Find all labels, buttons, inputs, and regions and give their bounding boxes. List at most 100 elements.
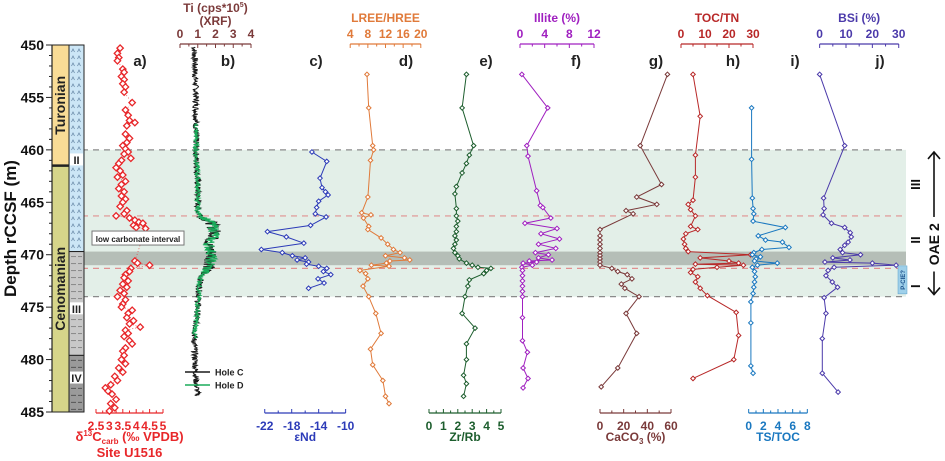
panel-i-data-point — [748, 156, 755, 163]
panel-i-data-point — [750, 218, 757, 225]
panel-h-data-point — [697, 113, 704, 120]
panel-i-tick-label: 8 — [804, 419, 811, 433]
panel-i-tick-label: 0 — [745, 419, 752, 433]
panel-a-data-point — [126, 154, 135, 163]
panel-d-data-point — [379, 377, 386, 384]
panel-c-data-point — [315, 198, 322, 205]
panel-e-data-point — [456, 255, 463, 262]
lith-pattern-mark — [71, 202, 81, 207]
lith-pattern-mark — [71, 216, 81, 221]
panel-i-data-point — [751, 278, 758, 285]
panel-j-data-point — [828, 220, 835, 227]
panel-f-data-point — [526, 257, 533, 265]
panel-j-data-point — [829, 254, 836, 261]
panel-i-data-point — [751, 257, 758, 265]
panel-c-data-point — [317, 175, 324, 182]
panel-i-data-point — [750, 370, 757, 377]
panel-d-data-point — [360, 215, 367, 222]
low-carbonate-label: low carbonate interval — [96, 235, 180, 244]
panel-e-data-point — [460, 372, 467, 379]
lith-pattern-mark — [71, 104, 81, 109]
panel-b-axis-title: Ti (cps*105) — [183, 1, 247, 15]
lith-pattern-mark — [71, 223, 81, 228]
panel-e-tick-label: 4 — [483, 419, 490, 433]
panel-a-data-point — [125, 213, 134, 223]
panel-e-tick-label: 3 — [469, 419, 476, 433]
depth-tick-label: 480 — [21, 352, 45, 368]
panel-g-data-point — [608, 265, 615, 272]
panel-a-data-point — [125, 116, 134, 125]
panel-c-data-point — [314, 275, 322, 282]
panel-a-tick-label: 2.5 — [88, 419, 105, 433]
title-part: C — [92, 429, 102, 444]
panel-h-data-point — [692, 261, 699, 268]
panel-a-data-point — [138, 219, 148, 228]
panel-j-data-point — [848, 233, 855, 240]
panel-d-data-point — [384, 241, 391, 248]
panel-g-data-point — [628, 275, 635, 282]
panel-a-data-point — [122, 313, 131, 322]
panel-d-tick-label: 20 — [414, 27, 428, 41]
panel-e-data-point — [470, 142, 477, 149]
panel-g-tick-label: 0 — [597, 419, 604, 433]
panel-c-data-point — [321, 280, 328, 287]
panel-d-data-point — [378, 330, 385, 337]
panel-j-data-point — [835, 389, 842, 396]
title-part: (%) — [643, 430, 665, 444]
panel-f-data-point — [552, 245, 559, 252]
panel-j-data-point — [820, 195, 827, 202]
panel-a-data-point — [120, 332, 129, 341]
lith-pattern-mark — [71, 195, 81, 200]
panel-e-data-point — [472, 325, 479, 332]
panel-h-data-point — [725, 257, 733, 265]
panel-f-data-point — [521, 220, 528, 227]
panel-j-data-point — [834, 284, 841, 291]
low-carbonate-band — [82, 251, 906, 266]
panel-j-data-point — [819, 335, 826, 342]
panel-f-data-point — [553, 225, 561, 232]
panel-e-data-point — [453, 183, 460, 190]
panel-d-data-point — [386, 257, 393, 265]
panel-d-data-point — [364, 194, 371, 201]
panel-c-data-point — [307, 222, 314, 229]
panel-h-data-point — [685, 248, 692, 255]
panel-g-data-point — [664, 71, 671, 78]
panel-e-data-point — [466, 152, 473, 159]
panel-h-data-point — [685, 201, 692, 208]
panel-f-data-point — [524, 349, 531, 356]
depth-tick-label: 465 — [21, 194, 45, 210]
panel-j-data-point — [869, 260, 876, 267]
panel-c-data-point — [319, 184, 326, 191]
panel-j-data-point — [821, 205, 828, 212]
panel-i-data-point — [748, 104, 755, 111]
panel-h-tick-label: 20 — [722, 27, 736, 41]
panel-f-tick-label: 8 — [566, 27, 573, 41]
panel-a-data-point — [117, 303, 126, 312]
panel-c-data-point — [322, 188, 329, 195]
panel-j-data-point — [841, 142, 848, 149]
arrow-down-icon — [927, 287, 941, 296]
panel-e-data-point — [466, 276, 473, 283]
panel-j-tick-label: 10 — [839, 27, 853, 41]
panel-f: 0 4 8 12 Illite (%) f) — [517, 11, 601, 391]
panel-g-data-point — [623, 310, 630, 317]
lith-pattern-mark — [71, 83, 81, 88]
panel-e-data-point — [463, 71, 470, 78]
panel-a-data-point — [111, 211, 121, 221]
panel-d-data-point — [368, 262, 375, 269]
panel-i-data-point — [785, 244, 793, 251]
panel-h-data-point — [692, 278, 699, 285]
panel-a-data-point — [136, 322, 145, 332]
panel-d-data-point — [364, 275, 371, 282]
title-part: δ — [75, 429, 83, 444]
panel-d: 4 8 12 16 20 LREE/HREE d) — [347, 11, 428, 407]
panel-h-data-point — [692, 152, 699, 159]
panel-e-data-point — [487, 265, 494, 272]
panel-a-data-point — [130, 118, 139, 127]
panel-d-data-point — [367, 157, 374, 164]
lith-unit-label-iv: IV — [71, 373, 82, 385]
panel-i-data-point — [757, 253, 764, 260]
panel-d-data-point — [369, 142, 376, 149]
depth-tick-label: 455 — [21, 89, 45, 105]
